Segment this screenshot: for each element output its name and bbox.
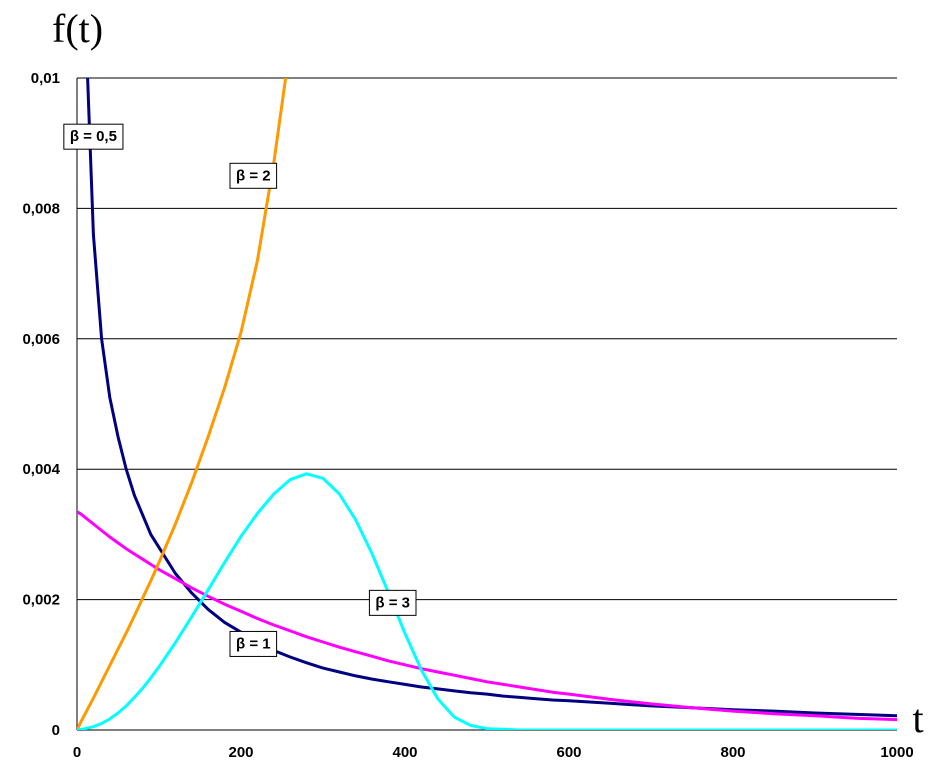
series-line-3 (77, 472, 897, 730)
x-tick-label: 800 (720, 744, 745, 761)
series-annotations: β = 0,5 β = 2 β = 3 β = 1 (63, 123, 417, 657)
y-tick-label: 0,01 (31, 70, 60, 87)
y-tick-label: 0,008 (22, 200, 60, 217)
x-tick-label: 1000 (880, 744, 913, 761)
x-tick-label: 200 (228, 744, 253, 761)
tick-labels: 0 0,002 0,004 0,006 0,008 0,01 0 200 400 600 800 10… (22, 70, 913, 761)
axes (76, 78, 897, 731)
series-label-3: β = 1 (229, 630, 278, 657)
series-label-box (229, 162, 278, 189)
y-tick-label: 0,002 (22, 592, 60, 609)
series-label-text: β = 3 (375, 594, 410, 611)
x-axis-title: t (912, 696, 923, 741)
x-tick-label: 600 (556, 744, 581, 761)
y-tick-label: 0 (52, 722, 60, 739)
series-label-0: β = 0,5 (63, 123, 124, 150)
x-tick-label: 0 (73, 744, 81, 761)
series-label-text: β = 2 (236, 167, 271, 184)
series-lines (77, 78, 897, 730)
series-line-1 (77, 510, 897, 722)
series-label-text: β = 0,5 (70, 128, 117, 145)
series-label-1: β = 2 (229, 162, 278, 189)
series-label-text: β = 1 (236, 635, 271, 652)
y-tick-label: 0,004 (22, 461, 60, 478)
series-label-box (63, 123, 124, 150)
series-label-box (368, 589, 417, 616)
series-label-box (229, 630, 278, 657)
series-line-0 (86, 78, 897, 718)
y-tick-label: 0,006 (22, 331, 60, 348)
y-axis-title: f(t) (52, 6, 103, 51)
series-label-2: β = 3 (368, 589, 417, 616)
gridlines (77, 77, 897, 601)
x-tick-label: 400 (392, 744, 417, 761)
series-line-2 (77, 78, 288, 730)
